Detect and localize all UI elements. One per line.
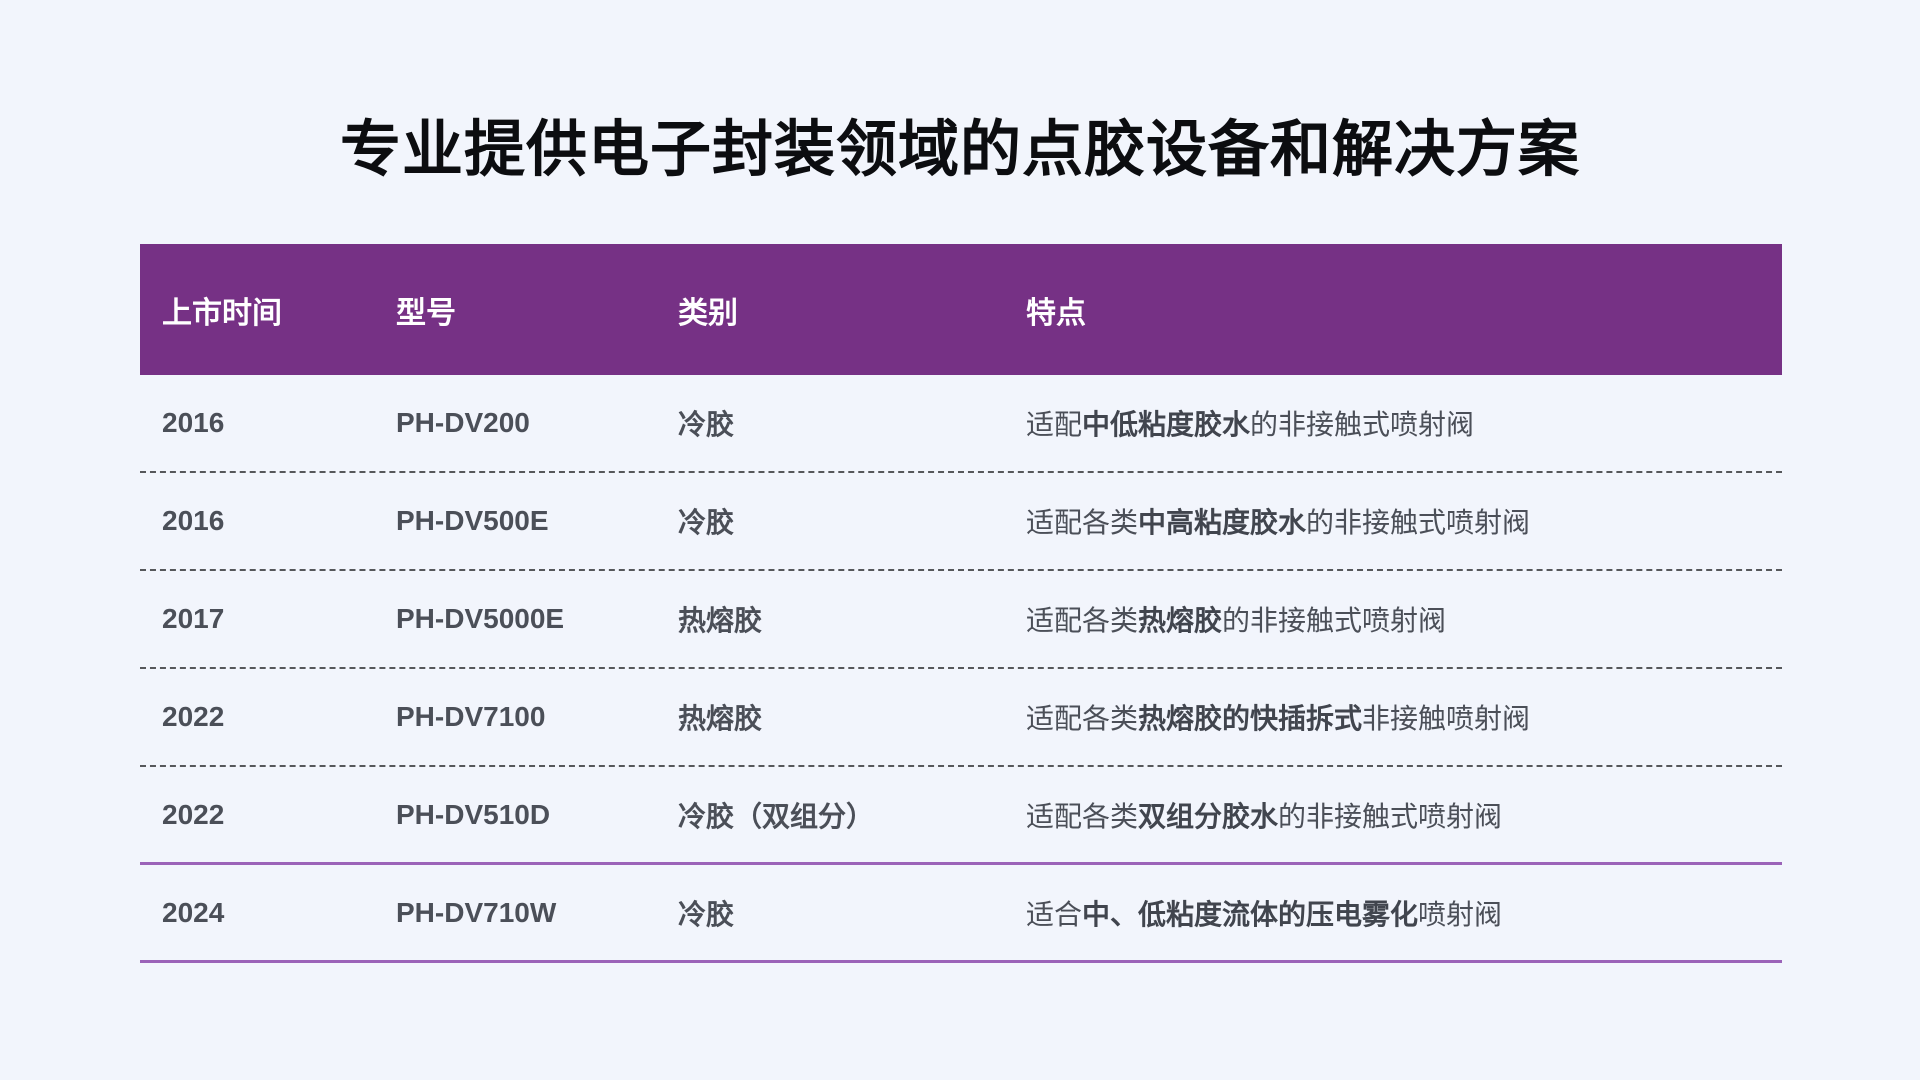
feature-text-post: 的非接触式喷射阀: [1250, 409, 1475, 440]
cell-category: 冷胶: [678, 898, 735, 930]
table-row: 2016 PH-DV200 冷胶 适配中低粘度胶水的非接触式喷射阀: [140, 375, 1782, 473]
cell-model: PH-DV200: [396, 407, 530, 438]
cell-launch-year: 2017: [162, 603, 225, 634]
cell-launch-year: 2016: [162, 505, 225, 536]
cell-model: PH-DV5000E: [396, 603, 565, 634]
cell-model: PH-DV7100: [396, 701, 546, 732]
table-row: 2022 PH-DV7100 热熔胶 适配各类热熔胶的快插拆式非接触喷射阀: [140, 669, 1782, 767]
cell-feature: 适配各类热熔胶的非接触式喷射阀: [1026, 599, 1772, 639]
cell-launch-year: 2022: [162, 798, 225, 830]
feature-text-pre: 适配各类: [1026, 800, 1139, 832]
feature-text-pre: 适配各类: [1026, 703, 1139, 734]
feature-text-highlight: 热熔胶的快插拆式: [1138, 703, 1363, 734]
column-header-model: 型号: [396, 296, 456, 330]
feature-text-post: 的非接触式喷射阀: [1278, 800, 1503, 832]
cell-category: 热熔胶: [678, 703, 763, 734]
feature-text-highlight: 双组分胶水: [1138, 800, 1279, 832]
table-row: 2017 PH-DV5000E 热熔胶 适配各类热熔胶的非接触式喷射阀: [140, 571, 1782, 669]
table-row: 2016 PH-DV500E 冷胶 适配各类中高粘度胶水的非接触式喷射阀: [140, 473, 1782, 571]
feature-text-pre: 适配: [1026, 409, 1083, 440]
column-header-category: 类别: [678, 296, 738, 330]
cell-category: 热熔胶: [678, 605, 763, 636]
column-header-feature: 特点: [1026, 296, 1086, 330]
feature-text-post: 非接触喷射阀: [1362, 703, 1531, 734]
cell-launch-year: 2024: [162, 896, 225, 928]
product-table: 上市时间 型号 类别 特点 2016 PH-DV200 冷胶 适配中低粘度胶水的…: [140, 244, 1782, 963]
feature-text-highlight: 中、低粘度流体的压电雾化: [1082, 898, 1419, 930]
feature-text-post: 喷射阀: [1418, 898, 1503, 930]
cell-category: 冷胶（双组分）: [678, 800, 875, 832]
table-row: 2024 PH-DV710W 冷胶 适合中、低粘度流体的压电雾化喷射阀: [140, 865, 1782, 963]
feature-text-post: 的非接触式喷射阀: [1222, 605, 1447, 636]
table-row: 2022 PH-DV510D 冷胶（双组分） 适配各类双组分胶水的非接触式喷射阀: [140, 767, 1782, 865]
table-header-row: 上市时间 型号 类别 特点: [140, 244, 1782, 375]
feature-text-pre: 适配各类: [1026, 605, 1139, 636]
cell-feature: 适配各类热熔胶的快插拆式非接触喷射阀: [1026, 697, 1772, 737]
cell-category: 冷胶: [678, 507, 735, 538]
cell-launch-year: 2022: [162, 701, 225, 732]
page-title: 专业提供电子封装领域的点胶设备和解决方案: [339, 115, 1580, 183]
feature-text-post: 的非接触式喷射阀: [1306, 507, 1531, 538]
cell-model: PH-DV710W: [396, 896, 557, 928]
cell-feature: 适合中、低粘度流体的压电雾化喷射阀: [1026, 893, 1772, 933]
cell-feature: 适配中低粘度胶水的非接触式喷射阀: [1026, 403, 1772, 443]
cell-model: PH-DV500E: [396, 505, 549, 536]
feature-text-highlight: 中高粘度胶水: [1138, 507, 1307, 538]
feature-text-highlight: 热熔胶: [1138, 605, 1223, 636]
feature-text-highlight: 中低粘度胶水: [1082, 409, 1251, 440]
cell-feature: 适配各类中高粘度胶水的非接触式喷射阀: [1026, 501, 1772, 541]
cell-feature: 适配各类双组分胶水的非接触式喷射阀: [1026, 795, 1772, 835]
feature-text-pre: 适配各类: [1026, 507, 1139, 538]
column-header-year: 上市时间: [162, 296, 282, 330]
cell-model: PH-DV510D: [396, 798, 551, 830]
cell-launch-year: 2016: [162, 407, 225, 438]
cell-category: 冷胶: [678, 409, 735, 440]
table-body: 2016 PH-DV200 冷胶 适配中低粘度胶水的非接触式喷射阀 2016 P…: [140, 375, 1782, 963]
feature-text-pre: 适合: [1026, 898, 1083, 930]
